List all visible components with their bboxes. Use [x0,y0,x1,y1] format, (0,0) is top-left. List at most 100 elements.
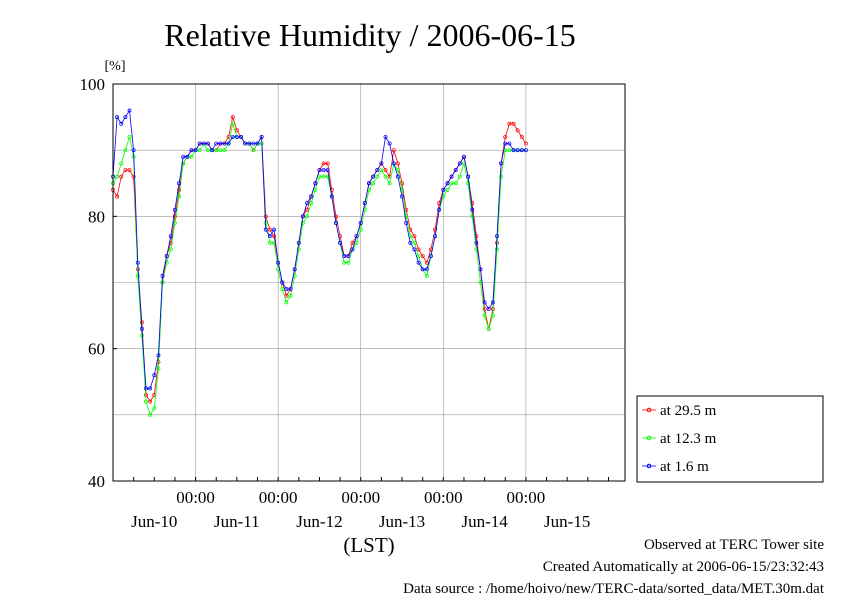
data-point [334,220,338,225]
data-point [267,240,272,245]
data-point [412,247,417,252]
data-point [495,247,499,252]
legend: at 29.5 m at 12.3 m at 1.6 m [636,395,824,483]
footer-source: Data source : /home/hoivo/new/TERC-data/… [403,581,824,597]
data-point [416,260,421,265]
data-point [325,161,330,166]
y-tick-label: 60 [88,340,105,359]
data-point [201,141,206,146]
x-tick-label: 00:00 [424,488,463,507]
data-point [503,141,508,146]
data-point [197,141,202,146]
data-point [354,240,359,245]
data-point [177,194,182,199]
data-point [234,134,239,139]
data-point [379,161,384,166]
data-point [267,234,272,239]
data-point [214,148,219,153]
data-point [267,227,272,232]
data-point [334,214,338,219]
data-point [383,134,388,139]
data-point [168,234,173,239]
data-point [131,148,136,153]
data-point [466,174,471,179]
data-point [457,174,462,179]
data-point [296,240,301,245]
footer-created: Created Automatically at 2006-06-15/23:3… [542,559,824,575]
data-point [172,207,177,212]
data-point [321,174,326,179]
data-point [127,134,132,139]
data-point [428,254,433,258]
data-point [259,134,264,139]
data-point [420,254,425,258]
data-point [503,134,508,139]
data-point [181,154,186,159]
data-point [453,181,458,186]
data-point [445,187,450,192]
data-point [222,148,227,153]
data-point [152,406,157,411]
data-point [230,115,235,120]
data-point [144,399,148,404]
data-point [395,168,400,172]
data-point [139,326,144,331]
data-point [358,227,363,232]
data-point [511,148,516,153]
data-point [119,161,124,166]
data-point [387,181,392,186]
data-point [474,240,479,245]
data-point [181,161,186,166]
data-point [424,260,429,265]
data-point [462,154,466,159]
data-point [210,148,215,153]
data-point [519,134,524,139]
data-point [371,181,376,186]
y-tick-label: 80 [88,207,105,226]
series-line [112,109,526,389]
data-point [160,273,165,278]
data-point [420,267,425,272]
data-point [383,174,388,179]
data-point [148,386,153,391]
data-point [449,181,454,186]
data-point [482,313,487,318]
data-point [172,220,177,225]
data-point [189,154,194,159]
x-tick-label: 00:00 [176,488,215,507]
data-point [470,207,475,212]
legend-label: at 29.5 m [660,403,717,419]
data-point [284,300,289,305]
data-point [148,399,153,404]
data-point [280,287,285,292]
data-point [313,181,318,186]
data-point [371,174,376,179]
data-point [486,307,491,311]
data-point [115,174,120,179]
data-point [317,174,322,179]
data-point [342,260,347,265]
data-point [507,121,512,126]
date-label: Jun-11 [214,512,260,531]
data-point [247,141,252,146]
data-point [523,141,528,146]
series-at-1-6-m [111,108,528,391]
data-point [433,234,438,239]
data-point [123,115,128,120]
footer-observed: Observed at TERC Tower site [643,537,824,553]
data-point [523,148,528,153]
y-axis-ticks: 40 60 80 100 [80,75,117,491]
data-point [499,174,504,179]
data-point [507,141,512,146]
data-point [482,300,487,305]
series-line [112,122,526,416]
date-label: Jun-12 [296,512,342,531]
data-point [156,366,161,371]
data-point [400,194,404,199]
data-point [206,141,210,146]
series-at-12-3-m [111,121,528,417]
legend-marker [646,407,652,413]
data-point [123,148,128,153]
data-point [214,141,219,146]
